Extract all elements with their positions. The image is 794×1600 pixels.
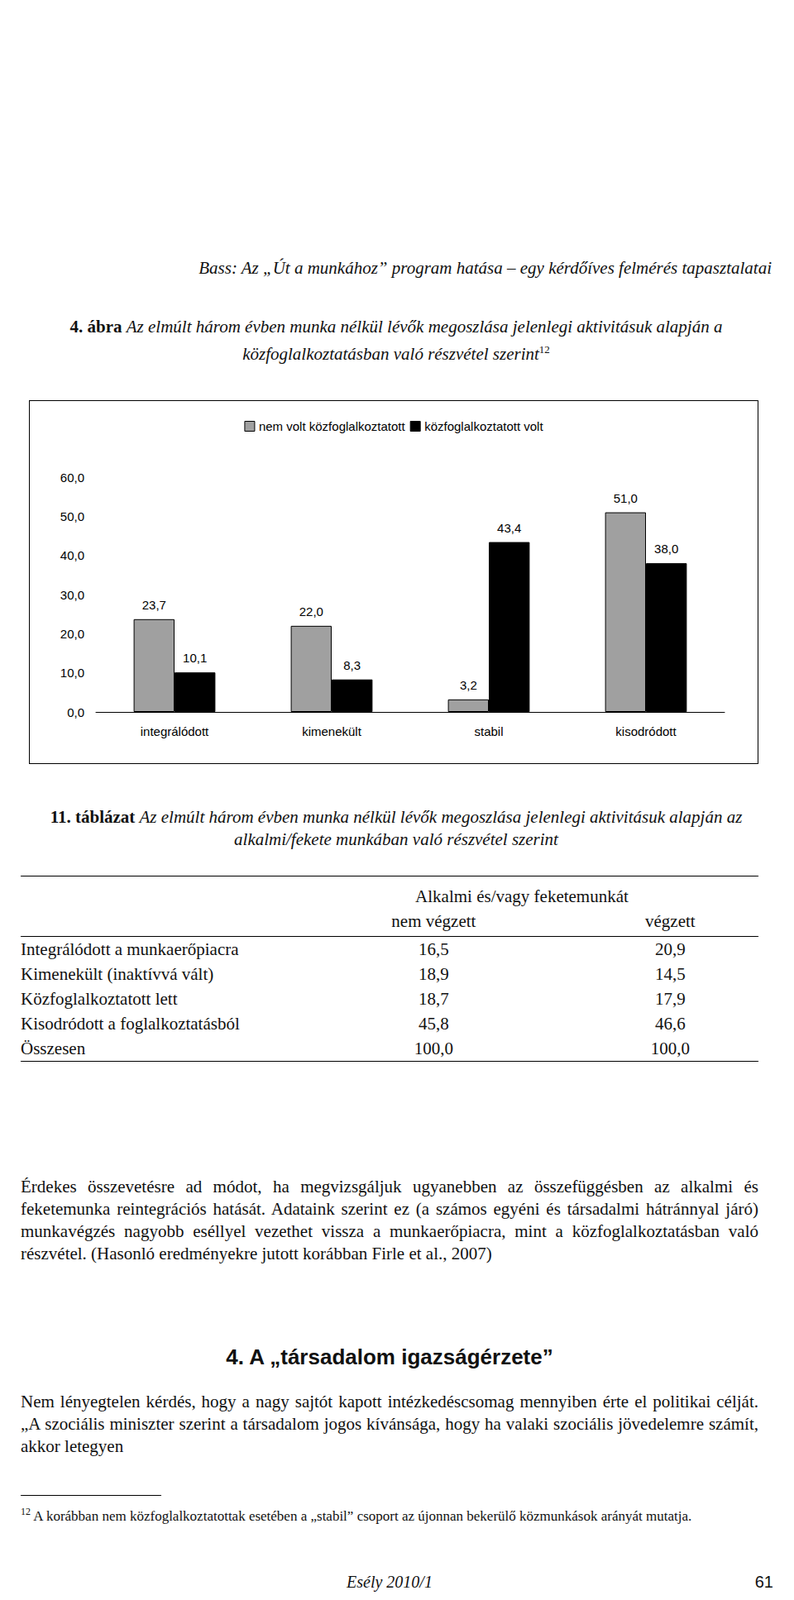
html-text:45,8: 45,8 [418,1014,449,1034]
html-text:Kisodródott a foglalkoztatásbó: Kisodródott a foglalkoztatásból [20,1014,240,1034]
svg-text:20,0: 20,0 [60,626,85,641]
html-text:Bass: Az „Út a munkához” progr: Bass: Az „Út a munkához” program hatása … [198,258,772,278]
svg-text:22,0: 22,0 [299,604,324,619]
svg-text:30,0: 30,0 [60,588,85,603]
html-text:Kimenekült (inaktívvá vált): Kimenekült (inaktívvá vált) [20,964,214,985]
svg-text:23,7: 23,7 [142,597,167,613]
svg-text:kisodródott: kisodródott [615,724,677,739]
svg-text:kimenekült: kimenekült [301,724,363,739]
svg-text:10,0: 10,0 [60,665,85,680]
html-text:Összesen: Összesen [20,1038,86,1059]
html-text:nem végzett: nem végzett [391,911,476,932]
html-text:46,6: 46,6 [655,1014,686,1034]
html-text:11. táblázat Az elmúlt három é: 11. táblázat Az elmúlt három évben munka… [50,807,743,850]
html-text:20,9: 20,9 [655,939,686,960]
svg-text:43,4: 43,4 [497,521,522,536]
html-text:100,0: 100,0 [414,1038,454,1059]
html-text:61: 61 [754,1573,774,1592]
svg-text:50,0: 50,0 [60,509,85,524]
svg-text:integrálódott: integrálódott [140,724,210,739]
svg-text:40,0: 40,0 [60,548,85,563]
html-text:18,9: 18,9 [418,964,449,985]
svg-text:0,0: 0,0 [66,705,85,720]
html-text:Közfoglalkoztatott lett: Közfoglalkoztatott lett [20,989,178,1010]
html-text:végzett: végzett [645,911,696,932]
html-text:17,9: 17,9 [655,989,686,1010]
svg-text:8,3: 8,3 [343,658,361,673]
html-text:12A korábban nem közfoglalkozt: 12A korábban nem közfoglalkoztatottak es… [20,1506,692,1525]
svg-text:nem volt közfoglalkoztatott: nem volt közfoglalkoztatott [258,419,407,434]
html-text:Nem lényegtelen kérdés, hogy a: Nem lényegtelen kérdés, hogy a nagy sajt… [20,1391,759,1457]
html-text:Érdekes összevetésre ad módot,: Érdekes összevetésre ad módot, ha megviz… [20,1176,759,1264]
svg-text:közfoglalkoztatott volt: közfoglalkoztatott volt [424,419,544,434]
svg-text:51,0: 51,0 [613,491,638,506]
html-text:Integrálódott a munkaerőpiacra: Integrálódott a munkaerőpiacra [20,939,239,960]
html-text:Esély 2010/1: Esély 2010/1 [346,1573,433,1592]
svg-text:stabil: stabil [473,724,503,739]
svg-text:3,2: 3,2 [459,678,478,693]
svg-text:38,0: 38,0 [654,541,679,556]
html-text:16,5: 16,5 [418,939,449,960]
html-text:14,5: 14,5 [655,964,686,985]
html-text:4. ábra Az elmúlt három évben: 4. ábra Az elmúlt három évben munka nélk… [69,316,723,364]
html-text:4. A „társadalom igazságérzete: 4. A „társadalom igazságérzete” [226,1344,554,1370]
svg-text:60,0: 60,0 [60,470,85,485]
html-text:Alkalmi és/vagy feketemunkát: Alkalmi és/vagy feketemunkát [415,886,629,907]
html-text:100,0: 100,0 [650,1038,690,1059]
html-text:18,7: 18,7 [418,989,449,1010]
svg-text:10,1: 10,1 [182,650,207,665]
